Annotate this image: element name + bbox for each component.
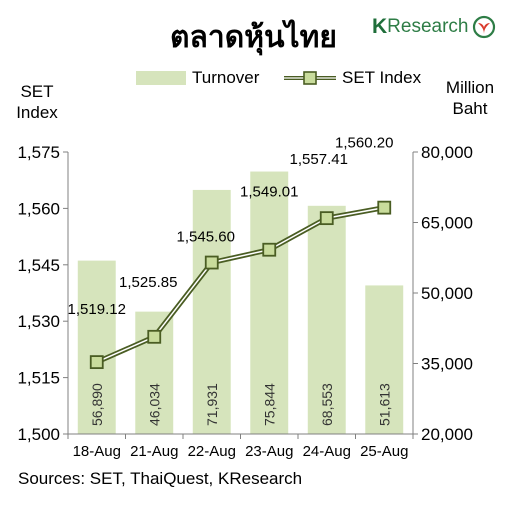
legend-label-turnover: Turnover [192,68,260,87]
legend-item-turnover: Turnover [136,68,259,88]
x-tick-label-0: 18-Aug [73,443,121,460]
legend: Turnover SET Index [0,68,507,90]
left-tick-label-5: 1,575 [17,143,60,162]
bar-value-label-3: 75,844 [261,383,277,426]
left-tick-label-4: 1,560 [17,199,60,218]
bar-value-label-5: 51,613 [376,383,392,426]
page-title: ตลาดหุ้นไทย [170,20,337,55]
right-tick-label-1: 35,000 [421,355,473,374]
right-tick-label-0: 20,000 [421,425,473,444]
legend-swatch-bar [136,71,186,85]
set-index-marker-1 [147,329,162,344]
right-axis-title-line2: Baht [452,99,488,118]
left-tick-label-2: 1,530 [17,312,60,331]
legend-swatch-line [284,71,336,85]
right-axis-title: Million Baht [440,77,500,119]
bar-turnover-3 [250,171,289,434]
bar-turnover-0 [77,260,116,434]
x-tick-label-4: 24-Aug [303,443,351,460]
leaf-icon [472,15,495,39]
x-tick-label-1: 21-Aug [130,443,178,460]
bar-value-label-4: 68,553 [319,383,335,426]
left-tick-label-3: 1,545 [17,256,60,275]
legend-item-set-index: SET Index [282,68,421,88]
legend-label-set-index: SET Index [342,68,422,87]
labels-layer: 56,890 46,034 71,931 75,844 68,553 51,613 1,51… [68,135,394,426]
bar-value-label-2: 71,931 [204,383,220,426]
set-index-value-label-0: 1,519.12 [68,301,126,318]
left-axis-title-line2: Index [16,103,58,122]
source-note: Sources: SET, ThaiQuest, KResearch [18,469,303,488]
set-index-marker-0 [89,355,104,370]
set-index-value-label-5: 1,560.20 [335,135,393,152]
set-index-value-label-3: 1,549.01 [240,184,298,201]
set-index-value-label-1: 1,525.85 [119,274,177,291]
bars-layer [77,171,404,434]
set-index-marker-5 [377,200,392,215]
bar-turnover-4 [307,205,346,434]
bar-value-label-1: 46,034 [146,383,162,426]
bar-turnover-2 [192,189,231,434]
left-tick-label-0: 1,500 [17,425,60,444]
logo-text: Research [387,16,469,37]
x-tick-label-3: 23-Aug [245,443,293,460]
right-axis-title-line1: Million [445,78,495,97]
logo-k: K [372,15,388,38]
bar-turnover-5 [365,285,404,434]
x-tick-label-2: 22-Aug [188,443,236,460]
set-index-value-label-2: 1,545.60 [177,229,235,246]
set-index-marker-4 [319,211,334,226]
x-tick-label-5: 25-Aug [360,443,408,460]
right-tick-label-2: 50,000 [421,284,473,303]
left-axis-title-line1: SET [20,82,54,101]
right-tick-label-3: 65,000 [421,214,473,233]
left-axis-title: SET Index [12,81,62,123]
axes-layer: 1,500 1,515 1,530 1,545 1,560 1,575 20,000 35,0… [17,143,473,460]
left-tick-label-1: 1,515 [17,369,60,388]
set-index-line-inner [96,206,385,363]
set-index-value-label-4: 1,557.41 [290,151,348,168]
line-layer [89,200,392,370]
set-index-marker-2 [204,255,219,270]
set-index-marker-3 [262,242,277,257]
kresearch-logo: K Research [372,14,496,40]
bar-value-label-0: 56,890 [89,383,105,426]
right-tick-label-4: 80,000 [421,143,473,162]
